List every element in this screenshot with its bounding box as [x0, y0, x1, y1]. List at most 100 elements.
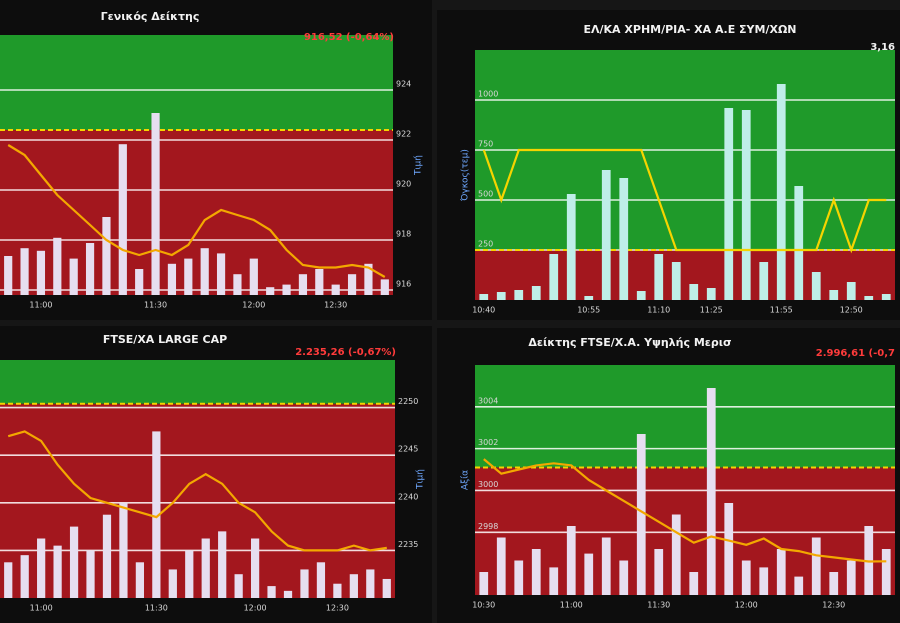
bar: [316, 562, 326, 598]
x-tick-label: 12:00: [242, 301, 265, 310]
x-tick-label: 12:30: [324, 301, 347, 310]
bar: [250, 538, 260, 598]
y-tick-label: 250: [478, 240, 493, 249]
bar: [37, 538, 46, 598]
bar: [218, 531, 227, 598]
y-tick-label: 500: [478, 190, 493, 199]
bar: [184, 258, 193, 295]
bar: [85, 243, 95, 295]
bar: [266, 287, 275, 295]
bar: [846, 560, 856, 595]
bar: [152, 431, 161, 598]
y-tick-label: 3000: [478, 480, 498, 489]
bar: [20, 555, 29, 598]
bar: [776, 84, 786, 300]
bar: [759, 567, 769, 595]
bar: [168, 569, 177, 598]
bar: [20, 248, 29, 295]
x-tick-label: 10:30: [472, 601, 495, 610]
bar: [724, 108, 734, 300]
bar: [724, 503, 734, 595]
bar: [636, 434, 646, 595]
y-tick-label: 924: [396, 80, 411, 89]
y-axis-label: Τιμή: [416, 469, 426, 490]
bar: [53, 237, 62, 295]
bar: [514, 290, 524, 300]
bar: [531, 549, 541, 595]
bar: [706, 388, 716, 595]
x-tick-label: 12:30: [326, 604, 349, 613]
bar: [636, 291, 646, 300]
bar: [864, 296, 874, 300]
bar: [315, 269, 324, 295]
bar: [496, 537, 506, 595]
price-label: 2.235,26 (-0,67%): [295, 347, 396, 358]
bar: [601, 537, 611, 595]
bar: [4, 562, 13, 598]
bar: [654, 254, 664, 300]
bar: [151, 113, 160, 295]
bar: [741, 560, 751, 595]
bar: [549, 254, 559, 300]
lower-zone: [475, 250, 895, 300]
bar: [283, 590, 293, 598]
bar: [881, 294, 891, 300]
bar: [382, 578, 391, 598]
bar: [349, 574, 358, 598]
chart-title: FTSE/XA LARGE CAP: [103, 333, 227, 346]
bar: [479, 294, 489, 300]
y-tick-label: 918: [396, 230, 411, 239]
bar: [300, 569, 309, 598]
y-axis-label: Τιμή: [414, 155, 424, 176]
bar: [549, 567, 559, 595]
chart-title: ΕΛ/ΚΑ ΧΡΗΜ/ΡΙΑ- ΧΑ Α.Ε ΣΥΜ/ΧΩΝ: [583, 23, 796, 36]
bar: [566, 194, 576, 300]
bar: [829, 572, 839, 595]
bar: [380, 279, 389, 295]
x-tick-label: 11:30: [144, 301, 167, 310]
bar: [102, 514, 112, 598]
bar: [185, 550, 194, 598]
bar: [86, 550, 95, 598]
bar: [347, 274, 357, 295]
bar: [118, 144, 127, 295]
y-axis-label: Όγκος(τεμ): [460, 149, 471, 202]
chart-title: Δείκτης FTSE/X.A. Υψηλής Μερισ: [528, 336, 731, 349]
price-line: [7, 144, 386, 278]
x-tick-label: 10:40: [472, 306, 495, 315]
bar: [619, 560, 629, 595]
y-tick-label: 1000: [478, 90, 498, 99]
bar: [479, 572, 489, 595]
bar: [233, 274, 242, 295]
bar: [829, 290, 839, 300]
bar: [584, 296, 594, 300]
x-tick-label: 11:00: [29, 301, 52, 310]
y-tick-label: 916: [396, 280, 411, 289]
bar: [794, 576, 804, 595]
price-line: [7, 430, 387, 552]
x-tick-label: 11:10: [647, 306, 670, 315]
y-tick-label: 2235: [398, 540, 418, 549]
y-axis-label: Αξία: [461, 470, 471, 490]
x-tick-label: 11:30: [145, 604, 168, 613]
bar: [119, 502, 128, 598]
bar: [496, 292, 506, 300]
y-tick-label: 922: [396, 130, 411, 139]
x-tick-label: 12:00: [735, 601, 758, 610]
x-tick-label: 11:30: [647, 601, 670, 610]
bar: [566, 526, 576, 595]
bar: [881, 549, 891, 595]
bar: [584, 553, 594, 595]
y-tick-label: 3002: [478, 438, 498, 447]
x-tick-label: 12:50: [840, 306, 863, 315]
bar: [234, 574, 243, 598]
bar: [671, 514, 681, 595]
bar: [249, 258, 258, 295]
bar: [298, 274, 308, 295]
bar: [654, 549, 664, 595]
bar: [69, 258, 78, 295]
bar: [846, 282, 856, 300]
bar: [689, 284, 699, 300]
upper-zone: [0, 360, 395, 404]
